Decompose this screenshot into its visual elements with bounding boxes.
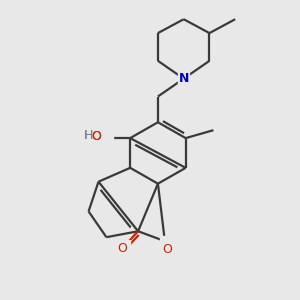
Text: H: H: [84, 129, 93, 142]
Text: O: O: [92, 130, 101, 142]
Bar: [178, 73, 189, 84]
Text: O: O: [92, 130, 101, 142]
Bar: [120, 240, 130, 250]
Text: N: N: [178, 72, 189, 85]
Bar: [82, 130, 101, 142]
Bar: [95, 133, 113, 144]
Text: H: H: [84, 129, 93, 142]
Text: O: O: [162, 243, 172, 256]
Bar: [160, 236, 170, 246]
Text: O: O: [117, 242, 127, 255]
